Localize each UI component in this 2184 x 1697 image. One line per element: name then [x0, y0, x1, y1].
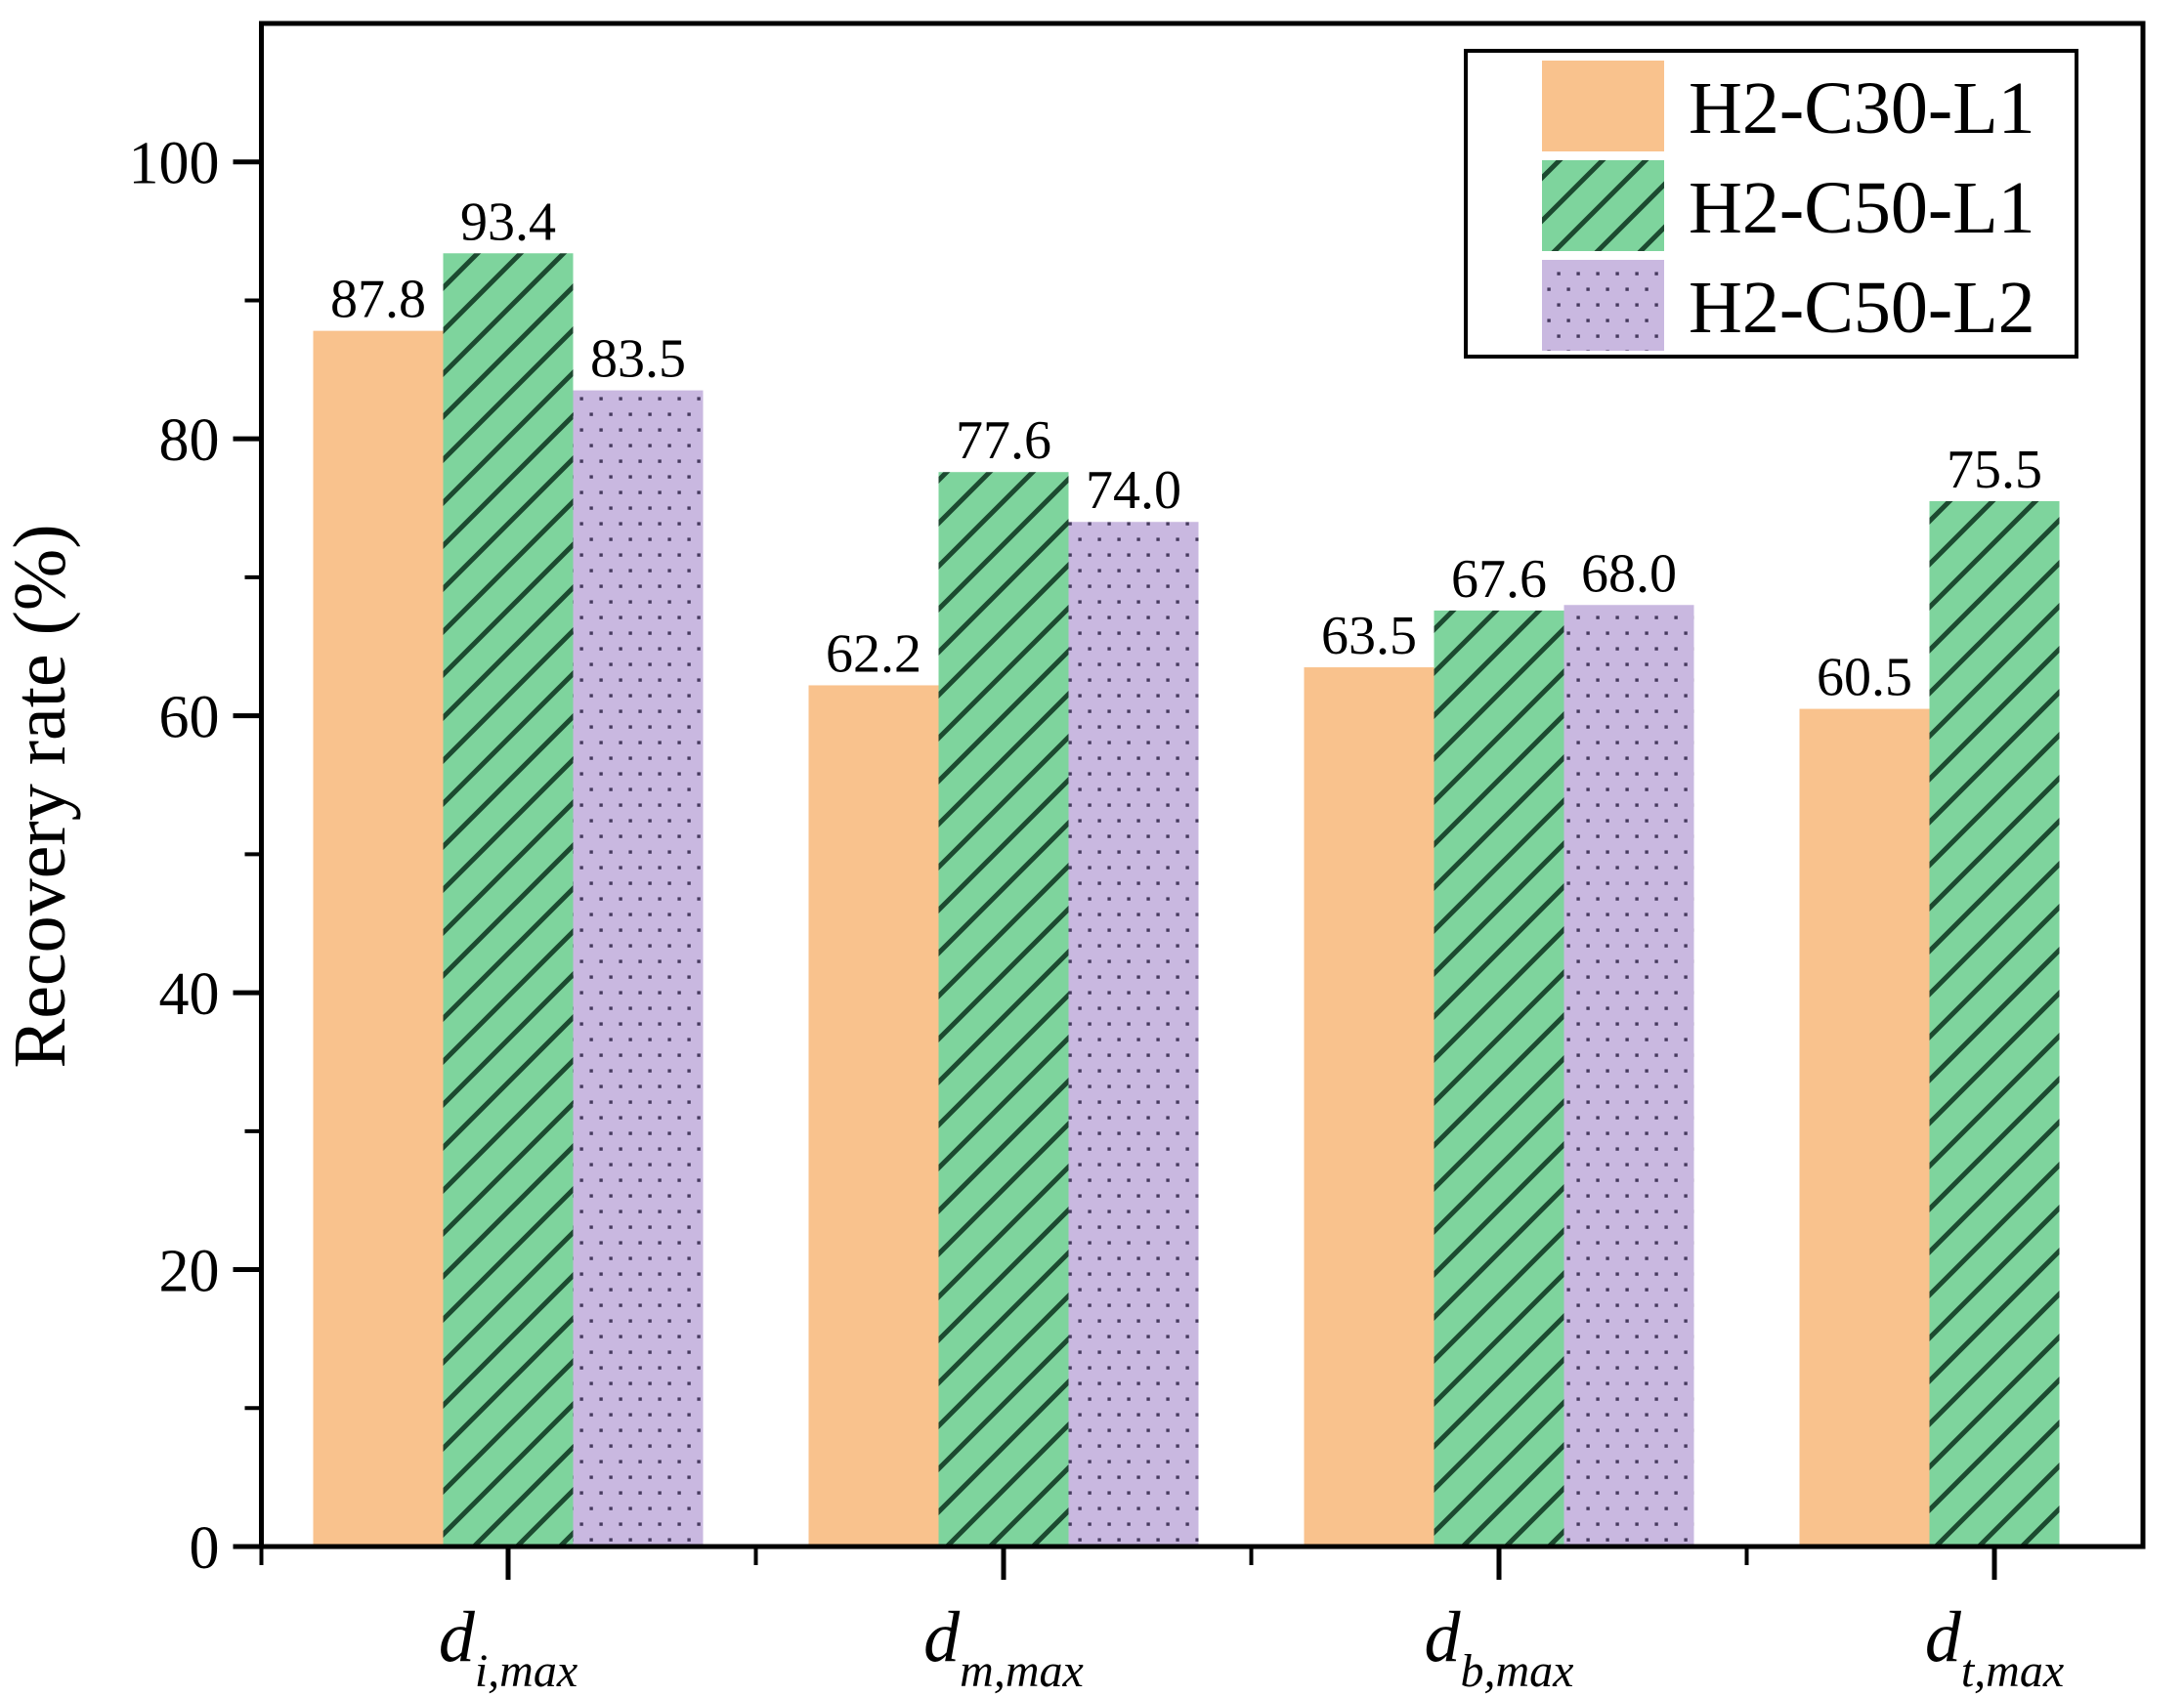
x-axis: di,max dm,max db,max dt,max	[259, 1547, 2064, 1697]
y-tick-label: 0	[190, 1515, 220, 1582]
bar-H2-C50-L2-2	[1563, 605, 1694, 1547]
legend-label: H2-C30-L1	[1689, 67, 2035, 149]
bar-H2-C30-L1-2	[1304, 667, 1435, 1547]
bar-H2-C30-L1-3	[1799, 708, 1930, 1547]
bar-H2-C50-L2-0	[573, 390, 704, 1547]
value-label: 60.5	[1817, 648, 1912, 708]
bars	[313, 253, 2060, 1548]
value-label: 87.8	[330, 270, 426, 330]
y-tick-label: 80	[159, 407, 220, 474]
legend: H2-C30-L1 H2-C50-L1 H2-C50-L2	[1464, 49, 2078, 359]
value-label: 74.0	[1086, 460, 1181, 521]
legend-label: H2-C50-L2	[1689, 267, 2035, 349]
bar-H2-C30-L1-1	[808, 685, 939, 1547]
plot-frame	[259, 21, 2146, 1549]
y-tick-label: 20	[159, 1239, 220, 1305]
y-tick-label: 40	[159, 961, 220, 1028]
y-axis-title: Recovery rate (%)	[0, 524, 81, 1068]
value-label: 68.0	[1581, 543, 1677, 604]
legend-swatch-H2-C30-L1	[1542, 61, 1664, 151]
x-category-label: dt,max	[1925, 1597, 2064, 1697]
value-label: 83.5	[590, 329, 686, 390]
value-label: 67.6	[1451, 549, 1547, 610]
y-tick-label: 100	[129, 131, 220, 197]
value-label: 77.6	[956, 410, 1051, 471]
bar-H2-C50-L2-1	[1068, 522, 1199, 1547]
y-axis: 0 20 40 60 80 100	[129, 131, 262, 1582]
y-tick-label: 60	[159, 685, 220, 751]
legend-label: H2-C50-L1	[1689, 167, 2035, 249]
value-label: 62.2	[826, 623, 921, 684]
value-label: 75.5	[1947, 440, 2042, 500]
bar-H2-C50-L1-0	[443, 253, 574, 1547]
value-labels: 87.8 93.4 83.5 62.2 77.6 74.0 63.5 67.6 68.0 60.5…	[330, 191, 2042, 707]
legend-swatch-H2-C50-L2	[1542, 260, 1664, 351]
value-label: 63.5	[1321, 606, 1417, 666]
bar-H2-C50-L1-1	[938, 472, 1069, 1548]
legend-swatch-H2-C50-L1	[1542, 160, 1664, 251]
x-category-label: db,max	[1425, 1597, 1574, 1697]
bar-H2-C30-L1-0	[313, 330, 444, 1548]
bar-H2-C50-L1-2	[1434, 610, 1564, 1547]
bar-H2-C50-L1-3	[1929, 500, 2060, 1547]
x-category-label: di,max	[439, 1597, 578, 1697]
value-label: 93.4	[460, 191, 556, 252]
x-category-label: dm,max	[923, 1597, 1084, 1697]
